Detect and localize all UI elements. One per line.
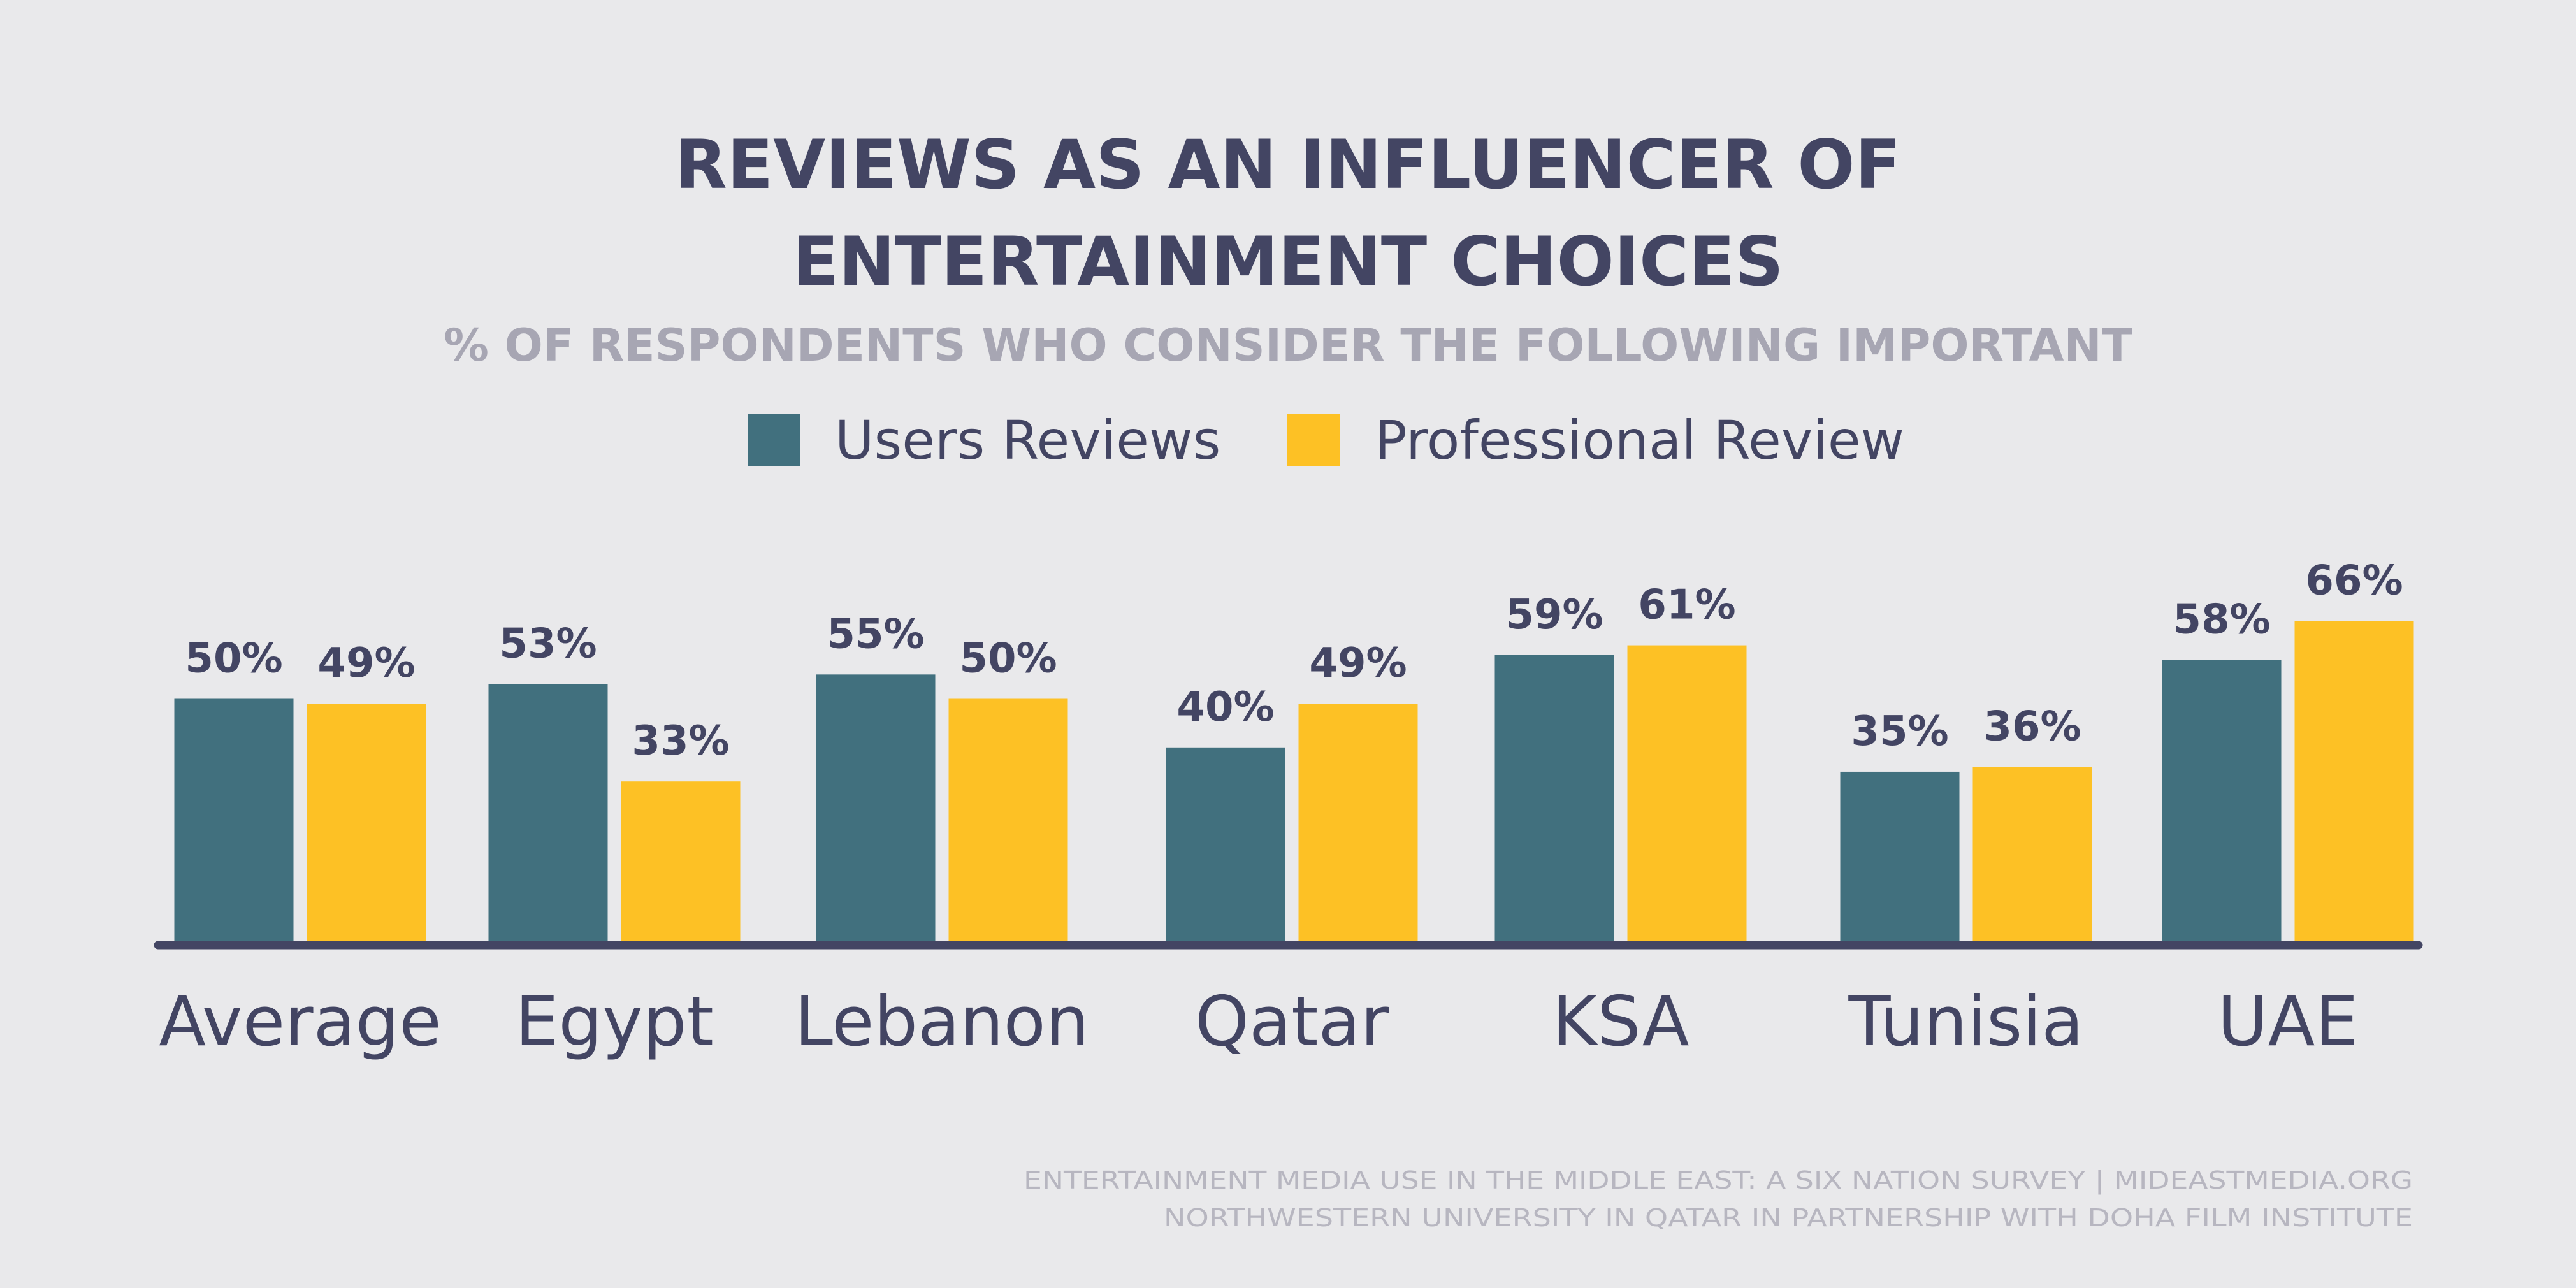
bar-users-reviews-lebanon xyxy=(816,674,936,942)
source-line-1: ENTERTAINMENT MEDIA USE IN THE MIDDLE EA… xyxy=(1024,1166,2413,1195)
bar-users-reviews-average xyxy=(174,698,294,942)
legend-swatch-professional-review xyxy=(1287,414,1340,466)
chart-subtitle: % OF RESPONDENTS WHO CONSIDER THE FOLLOW… xyxy=(444,319,2132,372)
legend-label-users-reviews: Users Reviews xyxy=(835,409,1220,472)
value-label-users-reviews-uae: 58% xyxy=(2173,596,2270,643)
value-label-professional-review-qatar: 49% xyxy=(1309,640,1407,687)
chart-title-line-1: REVIEWS AS AN INFLUENCER OF xyxy=(675,126,1901,204)
legend-label-professional-review: Professional Review xyxy=(1375,409,1904,472)
value-label-professional-review-average: 49% xyxy=(317,640,415,687)
bar-professional-review-uae xyxy=(2294,621,2414,942)
value-label-professional-review-ksa: 61% xyxy=(1638,582,1735,629)
value-label-professional-review-tunisia: 36% xyxy=(1983,703,2081,750)
value-label-professional-review-lebanon: 50% xyxy=(959,635,1057,683)
bar-users-reviews-uae xyxy=(2162,660,2282,942)
value-label-users-reviews-ksa: 59% xyxy=(1505,591,1603,639)
value-label-users-reviews-average: 50% xyxy=(185,635,282,683)
category-label-egypt: Egypt xyxy=(515,982,714,1062)
bar-professional-review-ksa xyxy=(1627,645,1747,942)
chart-title-line-2: ENTERTAINMENT CHOICES xyxy=(792,222,1783,301)
bar-professional-review-lebanon xyxy=(948,698,1068,942)
source-line-2: NORTHWESTERN UNIVERSITY IN QATAR IN PART… xyxy=(1164,1204,2413,1232)
value-label-professional-review-egypt: 33% xyxy=(632,718,729,765)
bar-users-reviews-qatar xyxy=(1166,747,1285,942)
bars-group xyxy=(174,621,2414,942)
value-label-professional-review-uae: 66% xyxy=(2305,557,2403,604)
bar-professional-review-qatar xyxy=(1298,704,1418,942)
bar-professional-review-tunisia xyxy=(1972,767,2092,942)
legend-swatch-users-reviews xyxy=(748,414,800,466)
value-label-users-reviews-lebanon: 55% xyxy=(827,611,924,658)
bar-professional-review-average xyxy=(307,704,426,942)
value-label-users-reviews-egypt: 53% xyxy=(499,621,597,668)
bar-professional-review-egypt xyxy=(621,781,741,942)
bar-users-reviews-egypt xyxy=(488,684,608,942)
category-label-lebanon: Lebanon xyxy=(795,982,1089,1062)
value-label-users-reviews-qatar: 40% xyxy=(1176,684,1274,731)
category-label-tunisia: Tunisia xyxy=(1848,982,2084,1062)
category-label-uae: UAE xyxy=(2217,982,2358,1062)
value-label-users-reviews-tunisia: 35% xyxy=(1851,708,1948,755)
bar-users-reviews-tunisia xyxy=(1840,771,1960,942)
category-label-average: Average xyxy=(159,982,442,1062)
value-labels-group: 50% 49% 53% 33% 55% 50% 40% 49% 59% 61% 35% 36% 58% 6… xyxy=(185,557,2403,765)
category-label-ksa: KSA xyxy=(1552,982,1689,1062)
category-labels-group: Average Egypt Lebanon Qatar KSA Tunisia UAE xyxy=(159,982,2358,1062)
category-label-qatar: Qatar xyxy=(1195,982,1389,1062)
bar-users-reviews-ksa xyxy=(1494,655,1614,942)
legend: Users Reviews Professional Review xyxy=(748,409,1904,472)
